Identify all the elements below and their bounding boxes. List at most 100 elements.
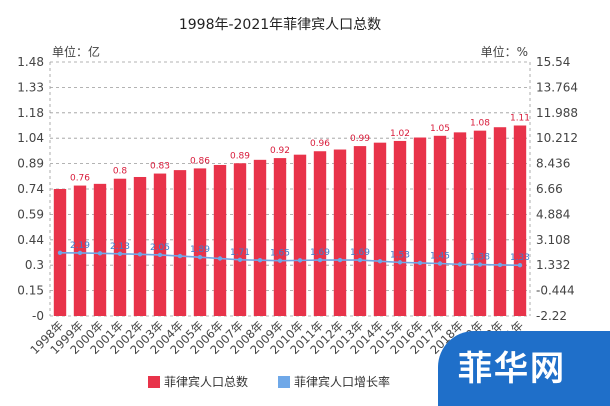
rate-point	[97, 251, 103, 256]
bar	[113, 178, 127, 316]
bar-data-label: 0.89	[230, 151, 250, 161]
bar	[433, 135, 447, 316]
bar-data-label: 0.92	[270, 146, 290, 156]
bar-data-label: 1.08	[470, 119, 490, 129]
bar	[133, 176, 147, 316]
rate-point	[517, 263, 523, 268]
right-tick-label: 3.108	[536, 233, 570, 247]
rate-point	[317, 257, 323, 263]
rate-data-label: 2.19	[70, 241, 90, 251]
right-unit-label: 单位：%	[481, 44, 528, 59]
bar-data-label: 0.76	[70, 174, 90, 184]
rate-data-label: 1.45	[430, 252, 450, 262]
bar	[153, 173, 167, 316]
rate-data-label: 2.05	[150, 243, 170, 253]
left-tick-label: 0.15	[17, 284, 44, 298]
rate-point	[157, 252, 163, 258]
logo-text: 菲华网	[458, 349, 566, 389]
rate-point	[337, 257, 343, 263]
rate-point	[357, 257, 363, 263]
legend-swatch-population	[148, 376, 160, 388]
rate-data-label: 1.89	[190, 245, 210, 255]
bar-data-label: 0.86	[190, 156, 210, 166]
bar	[473, 130, 487, 316]
right-tick-label: 1.332	[536, 258, 570, 272]
rate-data-label: 1.71	[230, 248, 250, 258]
site-logo: 菲华网	[438, 331, 610, 406]
rate-point	[217, 256, 223, 261]
left-tick-label: 0.74	[17, 182, 44, 196]
rate-point	[377, 259, 383, 264]
right-tick-label: 4.884	[536, 207, 570, 221]
chart-title: 1998年-2021年菲律宾人口总数	[178, 17, 382, 33]
bar	[353, 146, 367, 316]
legend: 菲律宾人口总数 菲律宾人口增长率	[148, 374, 390, 389]
right-tick-label: 15.54	[536, 55, 570, 69]
bar-data-label: 1.05	[430, 124, 450, 134]
right-tick-label: 10.212	[536, 131, 578, 145]
bar	[233, 163, 247, 316]
rate-point	[457, 262, 463, 267]
left-tick-label: 0.44	[17, 233, 44, 247]
right-tick-label: 8.436	[536, 157, 570, 171]
left-tick-label: 0.89	[17, 157, 44, 171]
rate-point	[297, 258, 303, 263]
bar	[513, 125, 527, 316]
bar	[193, 168, 207, 316]
right-tick-label: 11.988	[536, 106, 578, 120]
bar	[393, 140, 407, 316]
rate-data-label: 1.53	[390, 250, 410, 260]
bar	[93, 183, 107, 316]
legend-swatch-growth	[278, 376, 290, 388]
bar	[333, 149, 347, 316]
rate-data-label: 1.65	[270, 249, 290, 259]
left-tick-label: 1.48	[17, 55, 44, 69]
rate-data-label: 1.69	[350, 248, 370, 258]
bar	[173, 170, 187, 316]
bar	[493, 127, 507, 316]
bar-data-label: 1.02	[390, 129, 410, 139]
bar	[373, 142, 387, 316]
bar	[453, 132, 467, 316]
rate-point	[117, 251, 123, 256]
legend-label-population: 菲律宾人口总数	[164, 374, 248, 389]
bar	[273, 158, 287, 316]
right-tick-label: 6.66	[536, 182, 563, 196]
rate-point	[497, 262, 503, 268]
rate-point	[277, 258, 283, 263]
rate-point	[257, 258, 263, 263]
left-tick-label: 1.04	[17, 131, 44, 145]
bar	[213, 164, 227, 316]
rate-point	[477, 262, 483, 267]
rate-point	[137, 252, 143, 257]
bar-data-label: 0.83	[150, 162, 170, 172]
bar	[253, 159, 267, 316]
rate-point	[197, 255, 203, 260]
rate-point	[437, 261, 443, 266]
bar-data-label: 1.11	[510, 114, 530, 124]
right-tick-label: -0.444	[536, 284, 575, 298]
rate-data-label: 1.69	[310, 248, 330, 258]
rate-data-label: 2.13	[110, 242, 130, 252]
bar-data-label: 0.99	[350, 134, 370, 144]
left-unit-label: 单位：亿	[52, 44, 100, 59]
rate-point	[417, 260, 423, 266]
left-tick-label: 0.59	[17, 207, 44, 221]
bar	[313, 151, 327, 316]
left-tick-label: 1.33	[17, 80, 44, 94]
bar-data-label: 0.96	[310, 139, 330, 149]
rate-point	[237, 257, 243, 262]
rate-point	[77, 250, 83, 256]
rate-line	[59, 251, 521, 267]
bar	[293, 154, 307, 316]
left-tick-label: -0	[32, 309, 44, 323]
bar-data-label: 0.8	[113, 167, 128, 177]
bar	[413, 137, 427, 316]
rate-data-label: 1.33	[510, 253, 530, 263]
left-tick-label: 0.3	[25, 258, 44, 272]
right-tick-label: -2.22	[536, 309, 567, 323]
rate-data-label: 1.38	[470, 253, 490, 263]
rate-point	[57, 250, 63, 255]
rate-point	[397, 260, 403, 265]
